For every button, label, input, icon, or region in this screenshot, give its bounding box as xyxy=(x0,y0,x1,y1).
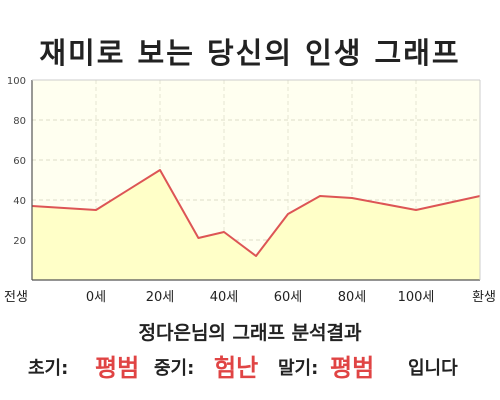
life-line xyxy=(31,169,481,257)
y-tick-label: 40 xyxy=(13,196,26,207)
result-suffix: 입니다 xyxy=(408,358,458,379)
late-label: 말기: xyxy=(278,358,319,379)
x-tick-label: 60세 xyxy=(274,290,303,305)
early-label: 초기: xyxy=(28,358,69,379)
middle-value: 험난 xyxy=(214,354,259,382)
y-tick-label: 20 xyxy=(13,236,26,247)
early-value: 평범 xyxy=(95,354,140,382)
x-tick-label: 20세 xyxy=(146,290,175,305)
chart-title: 재미로 보는 당신의 인생 그래프 xyxy=(39,36,461,70)
life-graph-chart: 20 40 60 80 100 전생 0세 20세 40세 60세 80세 100세 환생 xyxy=(4,76,496,305)
y-tick-label: 100 xyxy=(7,76,26,87)
x-tick-label: 0세 xyxy=(86,290,106,305)
x-tick-label: 전생 xyxy=(4,290,28,305)
middle-label: 중기: xyxy=(154,358,195,379)
y-tick-label: 80 xyxy=(13,116,26,127)
late-value: 평범 xyxy=(330,354,375,382)
y-tick-label: 60 xyxy=(13,156,26,167)
x-tick-label: 100세 xyxy=(398,290,435,305)
area-fill xyxy=(32,170,480,280)
analysis-result: 초기: 평범 중기: 험난 말기: 평범 입니다 xyxy=(28,348,488,382)
analysis-heading: 정다은님의 그래프 분석결과 xyxy=(138,322,362,344)
x-tick-label: 환생 xyxy=(472,290,496,305)
x-tick-label: 80세 xyxy=(338,290,367,305)
x-tick-label: 40세 xyxy=(210,290,239,305)
plot-area: 20 40 60 80 100 전생 0세 20세 40세 60세 80세 100세 환생 xyxy=(4,76,496,305)
